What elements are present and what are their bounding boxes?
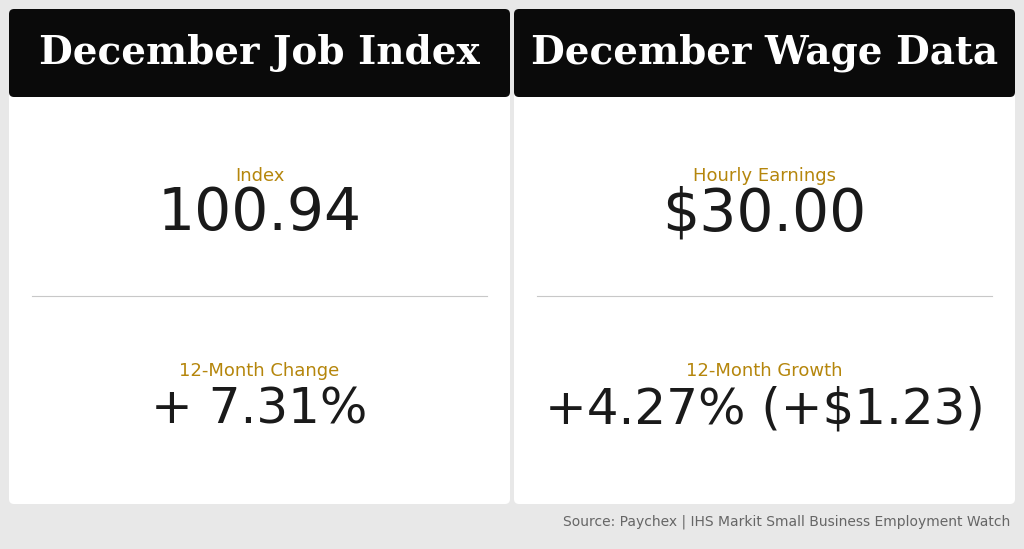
Text: Index: Index [234,167,285,185]
Bar [14,57,505,92]
Text: $30.00: $30.00 [663,186,866,242]
Text: Hourly Earnings: Hourly Earnings [693,167,836,185]
FancyBboxPatch shape [514,9,1015,504]
FancyBboxPatch shape [514,9,1015,97]
Text: 12-Month Change: 12-Month Change [179,362,340,380]
Text: December Job Index: December Job Index [39,34,480,72]
Text: +4.27% (+$1.23): +4.27% (+$1.23) [545,385,984,433]
FancyBboxPatch shape [9,9,510,97]
Text: December Wage Data: December Wage Data [530,33,998,72]
Text: 100.94: 100.94 [158,186,361,242]
Text: + 7.31%: + 7.31% [152,385,368,433]
Text: 12-Month Growth: 12-Month Growth [686,362,843,380]
Bar [519,57,1010,92]
FancyBboxPatch shape [9,9,510,504]
Text: Source: Paychex | IHS Markit Small Business Employment Watch: Source: Paychex | IHS Markit Small Busin… [563,514,1010,529]
